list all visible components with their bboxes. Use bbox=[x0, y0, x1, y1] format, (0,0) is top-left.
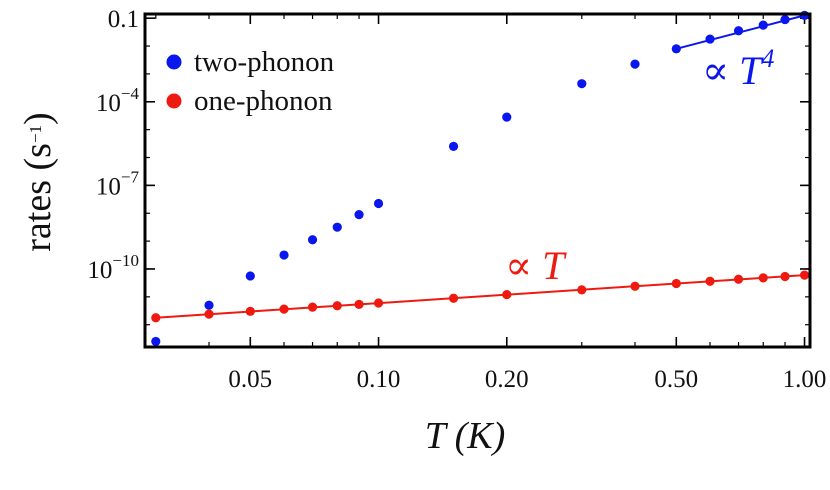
two-phonon-point bbox=[307, 235, 318, 245]
one-phonon-point bbox=[245, 306, 255, 316]
y-tick-label: 10−7 bbox=[96, 167, 140, 200]
legend-label-one-phonon: one-phonon bbox=[194, 85, 333, 117]
x-tick-label: 0.10 bbox=[357, 366, 401, 393]
annotation-t4-text: ∝ T bbox=[702, 48, 764, 93]
x-tick-label: 0.20 bbox=[485, 366, 529, 393]
two-phonon-point bbox=[630, 59, 640, 69]
one-phonon-point bbox=[307, 302, 318, 312]
annotation-t4: ∝ T4 bbox=[702, 44, 774, 93]
one-phonon-point bbox=[799, 270, 810, 280]
one-phonon-point bbox=[332, 301, 342, 311]
two-phonon-point bbox=[279, 250, 289, 260]
two-phonon-point bbox=[780, 14, 790, 25]
legend: two-phonon one-phonon bbox=[166, 46, 335, 117]
one-phonon-point bbox=[630, 281, 640, 291]
one-phonon-point bbox=[279, 304, 289, 314]
x-tick-label: 0.50 bbox=[654, 366, 698, 393]
two-phonon-point bbox=[758, 20, 768, 30]
two-phonon-point bbox=[204, 300, 214, 310]
y-tick-label: 10−10 bbox=[87, 251, 139, 284]
x-tick-labels: 0.05 0.10 0.20 0.50 1.00 bbox=[228, 366, 826, 393]
one-phonon-point bbox=[733, 274, 744, 284]
legend-marker-one-phonon bbox=[166, 93, 182, 109]
one-phonon-point bbox=[151, 313, 161, 323]
two-phonon-point bbox=[245, 271, 255, 281]
two-phonon-point bbox=[577, 79, 587, 89]
x-axis-title: T (K) bbox=[425, 415, 506, 457]
annotation-t4-exponent: 4 bbox=[761, 44, 774, 73]
one-phonon-point bbox=[373, 298, 384, 308]
two-phonon-point bbox=[448, 141, 459, 151]
y-axis-title: rates (s−1) bbox=[17, 112, 59, 251]
two-phonon-point bbox=[733, 26, 744, 36]
two-phonon-point bbox=[502, 112, 512, 122]
y-axis-title-close: ) bbox=[17, 112, 59, 125]
one-phonon-point bbox=[705, 276, 715, 286]
x-tick-label: 1.00 bbox=[783, 366, 827, 393]
y-tick-labels: 0.1 10−4 10−7 10−10 bbox=[87, 6, 139, 284]
plot-frame bbox=[143, 12, 812, 349]
one-phonon-fit-line bbox=[155, 274, 805, 319]
annotation-t: ∝ T bbox=[505, 243, 567, 288]
one-phonon-point bbox=[502, 290, 512, 300]
one-phonon-point bbox=[204, 309, 214, 319]
two-phonon-point bbox=[373, 198, 384, 209]
two-phonon-point bbox=[354, 210, 364, 220]
one-phonon-point bbox=[671, 278, 681, 289]
two-phonon-point bbox=[705, 34, 715, 44]
y-tick-label: 10−4 bbox=[96, 84, 140, 117]
y-axis-title-text: rates (s bbox=[17, 143, 59, 252]
two-phonon-point bbox=[332, 222, 342, 232]
legend-marker-two-phonon bbox=[166, 54, 182, 70]
y-axis-title-exponent: −1 bbox=[26, 125, 45, 143]
y-tick-label: 0.1 bbox=[108, 6, 139, 33]
one-phonon-point bbox=[577, 285, 587, 295]
two-phonon-point bbox=[151, 336, 161, 347]
one-phonon-point bbox=[780, 271, 790, 282]
two-phonon-point bbox=[671, 44, 681, 54]
x-tick-label: 0.05 bbox=[228, 366, 272, 393]
data-points bbox=[151, 10, 810, 347]
legend-label-two-phonon: two-phonon bbox=[194, 46, 335, 78]
one-phonon-point bbox=[448, 293, 459, 303]
one-phonon-point bbox=[758, 273, 768, 283]
one-phonon-point bbox=[354, 299, 364, 309]
